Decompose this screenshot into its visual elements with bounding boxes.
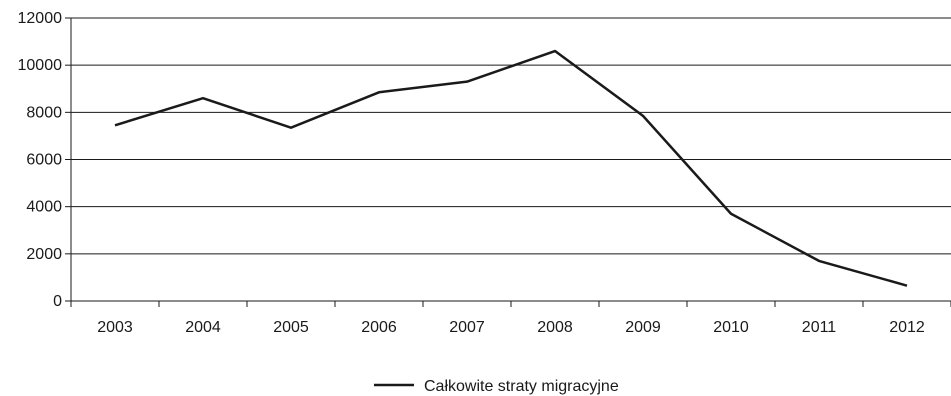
y-axis-ticks: 0 2000 4000 6000 8000 10000 12000 <box>18 10 71 310</box>
x-tick-label: 2006 <box>361 319 397 336</box>
x-tick-label: 2010 <box>713 319 749 336</box>
y-tick-label: 12000 <box>18 10 63 27</box>
x-tick-label: 2009 <box>625 319 661 336</box>
x-tick-label: 2004 <box>185 319 221 336</box>
x-tick-label: 2007 <box>449 319 485 336</box>
series-line <box>114 49 908 287</box>
y-tick-label: 8000 <box>26 104 62 121</box>
series-lines <box>114 49 908 287</box>
y-tick-label: 10000 <box>18 57 63 74</box>
y-tick-label: 2000 <box>26 246 62 263</box>
legend-label: Całkowite straty migracyjne <box>424 378 619 395</box>
y-tick-label: 6000 <box>26 152 62 169</box>
x-tick-label: 2003 <box>97 319 133 336</box>
grid-lines <box>71 17 951 255</box>
x-axis-ticks: 2003 2004 2005 2006 2007 2008 2009 2010 2011 2012 <box>70 301 951 336</box>
x-tick-label: 2012 <box>889 319 925 336</box>
y-tick-label: 4000 <box>26 199 62 216</box>
legend: Całkowite straty migracyjne <box>374 378 619 395</box>
y-tick-label: 0 <box>53 293 62 310</box>
x-tick-label: 2011 <box>802 319 837 336</box>
x-tick-label: 2008 <box>537 319 573 336</box>
x-tick-label: 2005 <box>273 319 309 336</box>
